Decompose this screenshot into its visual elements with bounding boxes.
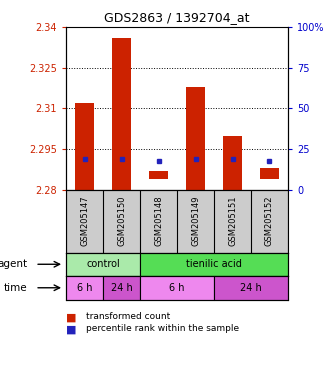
Text: 6 h: 6 h — [169, 283, 185, 293]
Text: GSM205148: GSM205148 — [154, 196, 163, 247]
Text: 6 h: 6 h — [77, 283, 92, 293]
Text: agent: agent — [0, 259, 27, 269]
Text: time: time — [4, 283, 27, 293]
Text: control: control — [86, 259, 120, 269]
Bar — [103, 276, 140, 300]
Bar — [260, 168, 279, 179]
Bar — [223, 136, 242, 190]
Bar — [75, 103, 94, 190]
Text: ■: ■ — [66, 324, 77, 334]
Title: GDS2863 / 1392704_at: GDS2863 / 1392704_at — [104, 11, 250, 24]
Bar — [140, 253, 288, 276]
Bar — [140, 276, 214, 300]
Text: transformed count: transformed count — [86, 313, 170, 321]
Text: GSM205151: GSM205151 — [228, 196, 237, 247]
Bar — [186, 87, 205, 190]
Text: ■: ■ — [66, 313, 77, 323]
Text: GSM205150: GSM205150 — [117, 196, 126, 247]
Text: GSM205149: GSM205149 — [191, 196, 200, 247]
Bar — [149, 171, 168, 179]
Text: GSM205152: GSM205152 — [265, 196, 274, 247]
Bar — [113, 38, 131, 190]
Bar — [66, 253, 140, 276]
Text: tienilic acid: tienilic acid — [186, 259, 242, 269]
Text: 24 h: 24 h — [111, 283, 132, 293]
Bar — [214, 276, 288, 300]
Text: GSM205147: GSM205147 — [80, 196, 89, 247]
Text: percentile rank within the sample: percentile rank within the sample — [86, 324, 239, 333]
Text: 24 h: 24 h — [240, 283, 262, 293]
Bar — [66, 276, 103, 300]
